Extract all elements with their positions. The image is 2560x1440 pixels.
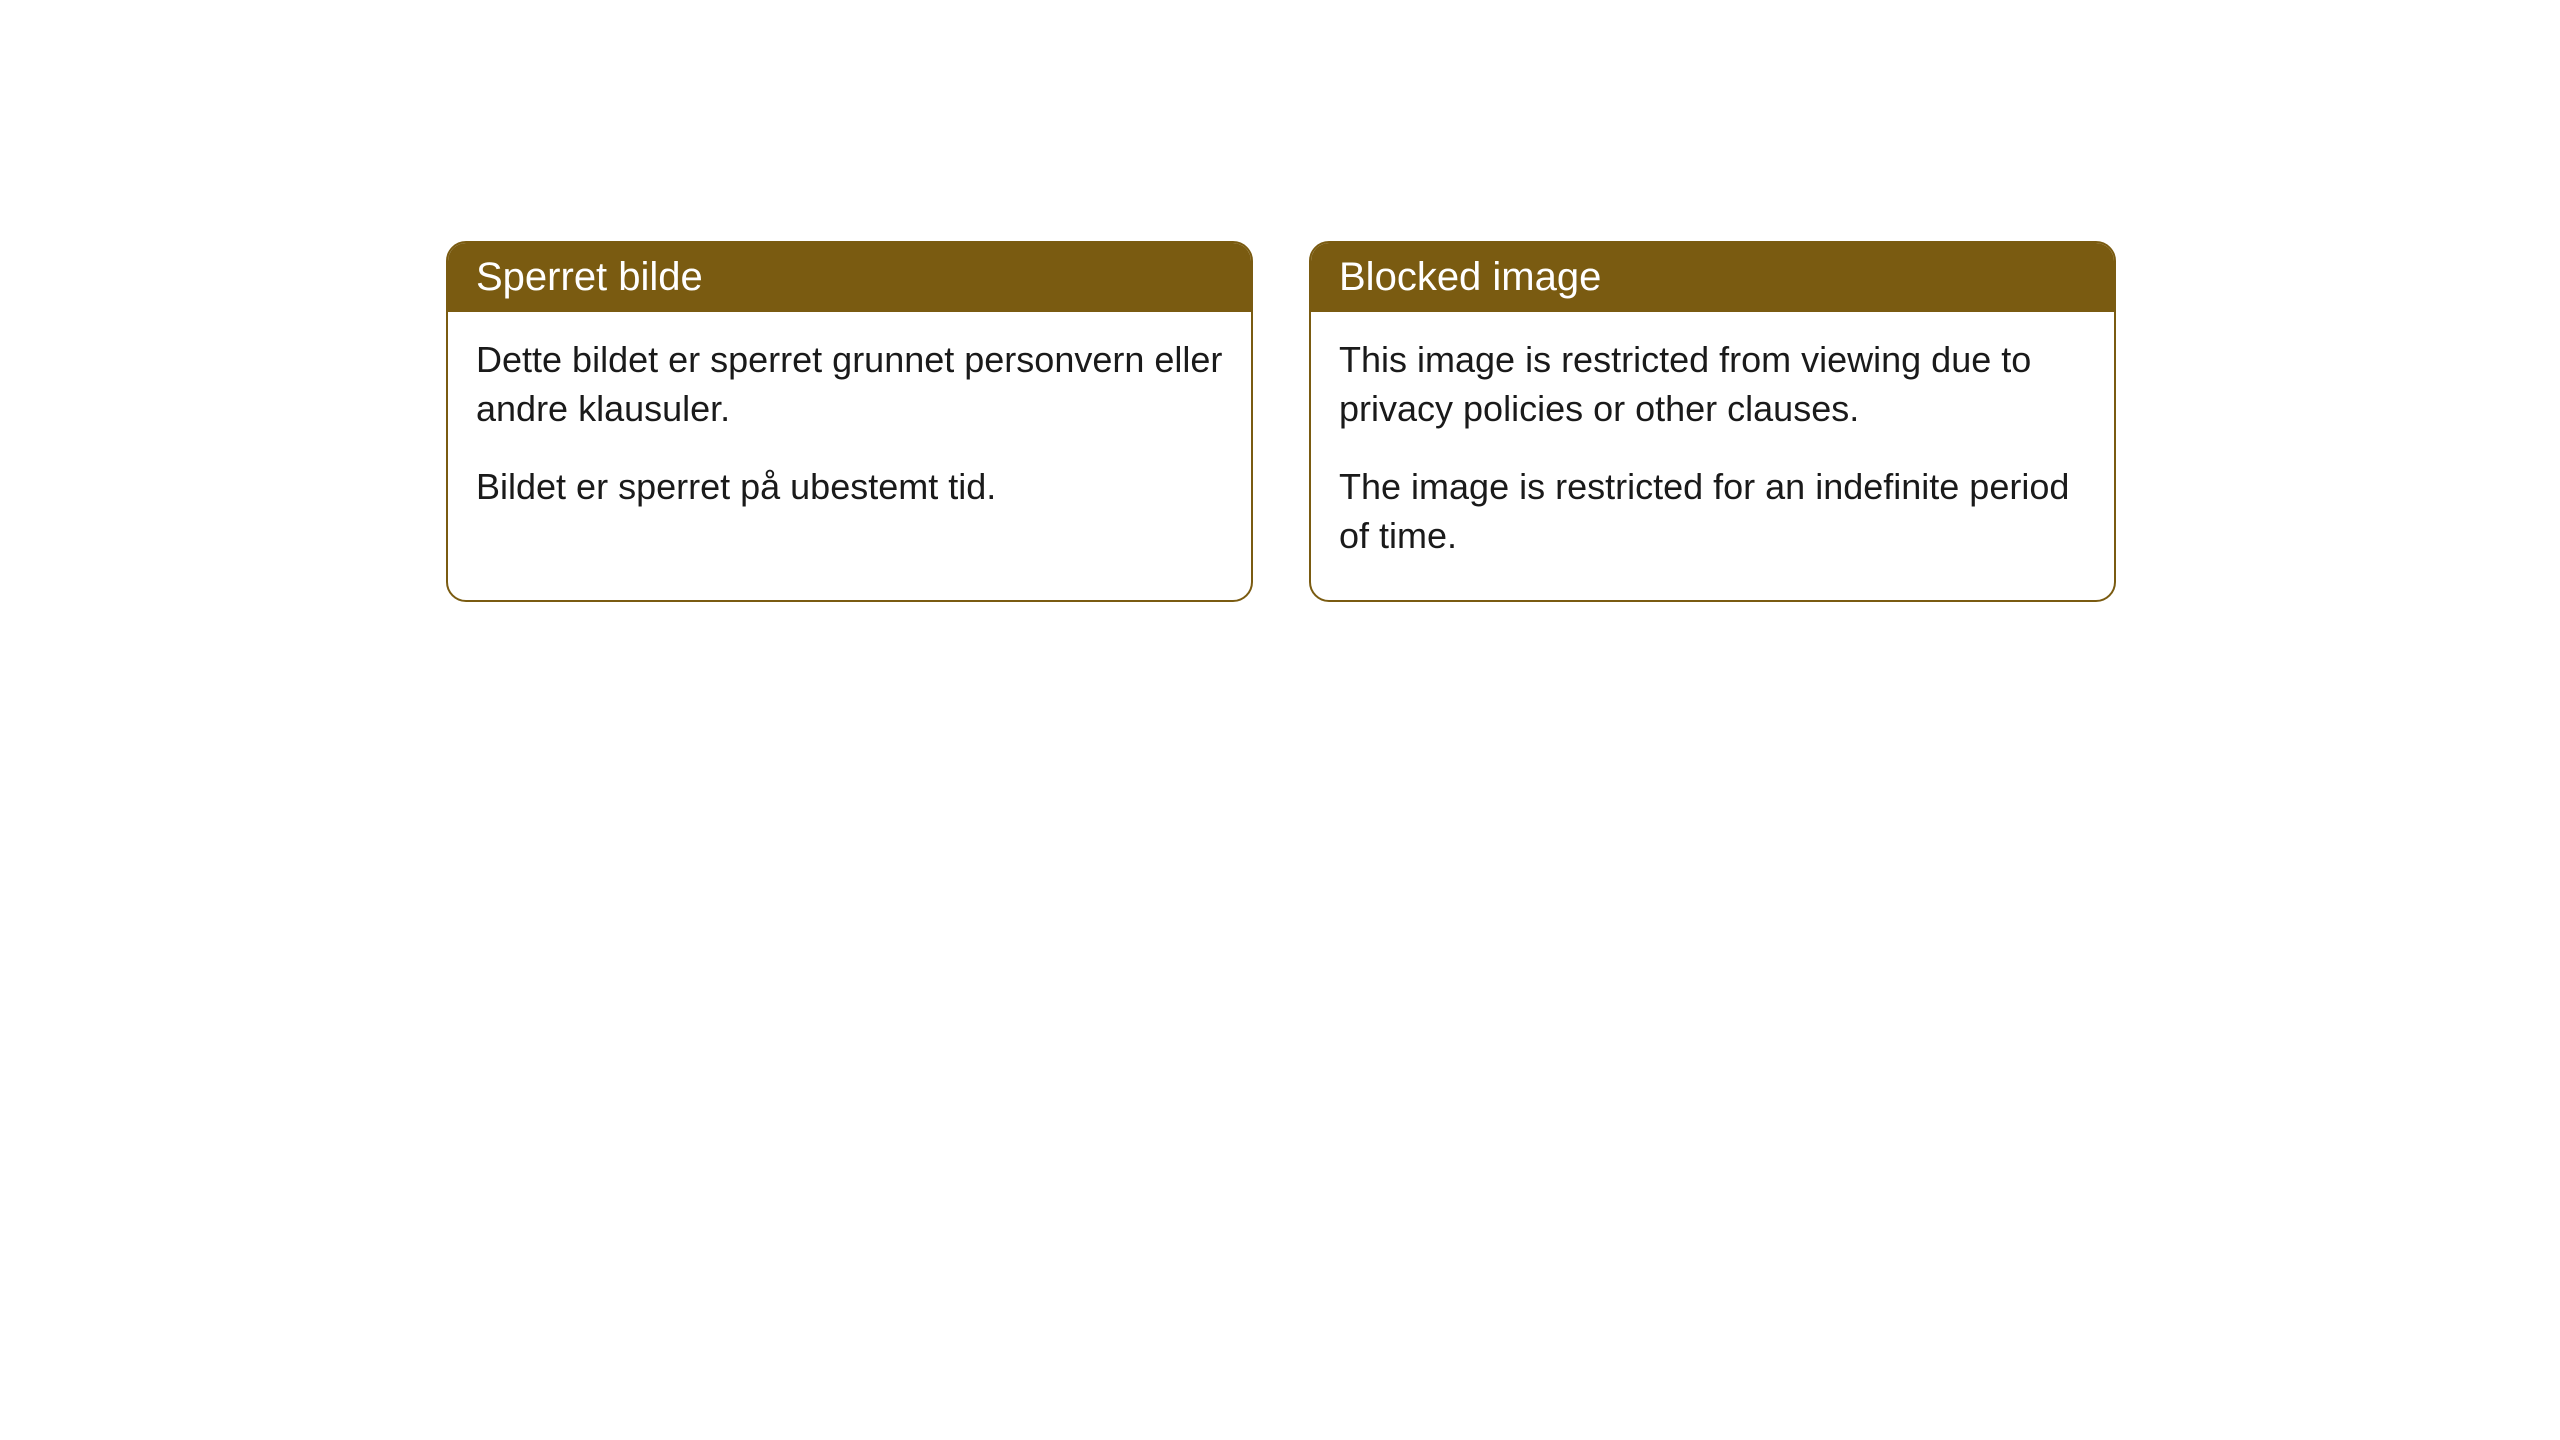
card-body-english: This image is restricted from viewing du… xyxy=(1311,312,2114,600)
card-paragraph-1: This image is restricted from viewing du… xyxy=(1339,336,2086,433)
card-paragraph-1: Dette bildet er sperret grunnet personve… xyxy=(476,336,1223,433)
card-title: Sperret bilde xyxy=(476,255,703,299)
card-title: Blocked image xyxy=(1339,255,1601,299)
notice-cards-container: Sperret bilde Dette bildet er sperret gr… xyxy=(446,241,2116,602)
blocked-image-card-norwegian: Sperret bilde Dette bildet er sperret gr… xyxy=(446,241,1253,602)
card-paragraph-2: The image is restricted for an indefinit… xyxy=(1339,463,2086,560)
card-header-norwegian: Sperret bilde xyxy=(448,243,1251,312)
card-body-norwegian: Dette bildet er sperret grunnet personve… xyxy=(448,312,1251,552)
card-paragraph-2: Bildet er sperret på ubestemt tid. xyxy=(476,463,1223,512)
blocked-image-card-english: Blocked image This image is restricted f… xyxy=(1309,241,2116,602)
card-header-english: Blocked image xyxy=(1311,243,2114,312)
